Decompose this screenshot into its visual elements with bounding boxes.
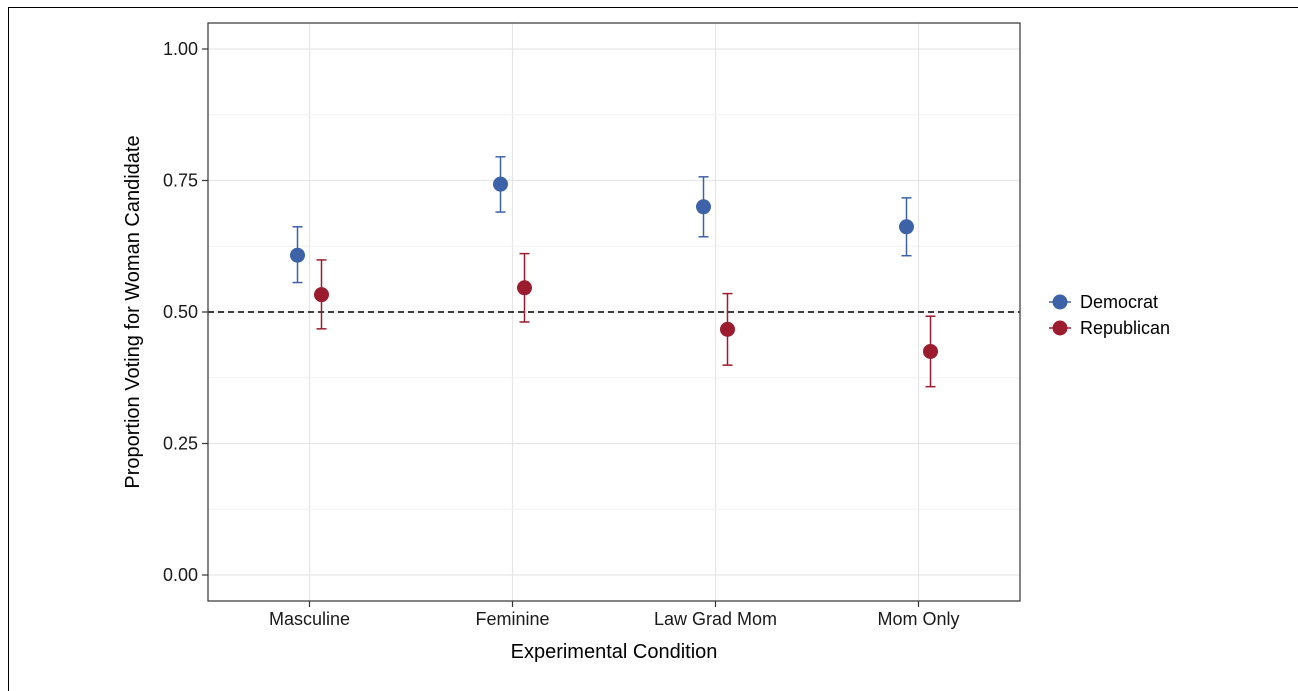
- y-tick-label: 1.00: [163, 39, 198, 59]
- point-group: [314, 259, 329, 330]
- minor-gridlines: [208, 114, 1020, 510]
- data-point: [314, 287, 329, 303]
- point-group: [899, 197, 914, 257]
- data-point: [517, 280, 532, 296]
- x-tick-label: Law Grad Mom: [654, 609, 777, 629]
- x-axis: Masculine Feminine Law Grad Mom Mom Only: [269, 601, 960, 629]
- figure-border-left: [8, 7, 9, 691]
- data-point: [493, 176, 508, 192]
- legend: Democrat Republican: [1049, 292, 1170, 338]
- legend-label: Democrat: [1080, 292, 1158, 312]
- data-point: [899, 219, 914, 235]
- x-tick-label: Mom Only: [877, 609, 959, 629]
- figure-border-top: [8, 7, 1298, 8]
- y-tick-label: 0.50: [163, 302, 198, 322]
- point-group: [720, 292, 735, 366]
- data-point: [696, 199, 711, 215]
- point-group: [517, 252, 532, 323]
- data-point: [290, 247, 305, 263]
- data-point: [720, 321, 735, 337]
- legend-key-point: [1052, 320, 1068, 336]
- data-marks: [290, 156, 938, 388]
- y-axis: 0.00 0.25 0.50 0.75 1.00: [163, 39, 208, 585]
- x-tick-label: Feminine: [475, 609, 549, 629]
- point-group: [923, 315, 938, 388]
- data-point: [923, 343, 938, 359]
- x-tick-label: Masculine: [269, 609, 350, 629]
- legend-item: Republican: [1049, 318, 1170, 338]
- y-axis-title: Proportion Voting for Woman Candidate: [122, 135, 144, 488]
- legend-item: Democrat: [1049, 292, 1158, 312]
- x-axis-title: Experimental Condition: [511, 641, 718, 663]
- y-tick-label: 0.25: [163, 434, 198, 454]
- point-group: [493, 156, 508, 213]
- y-tick-label: 0.75: [163, 171, 198, 191]
- legend-key-point: [1052, 294, 1068, 310]
- point-group: [290, 226, 305, 284]
- point-group: [696, 176, 711, 238]
- y-tick-label: 0.00: [163, 565, 198, 585]
- legend-label: Republican: [1080, 318, 1170, 338]
